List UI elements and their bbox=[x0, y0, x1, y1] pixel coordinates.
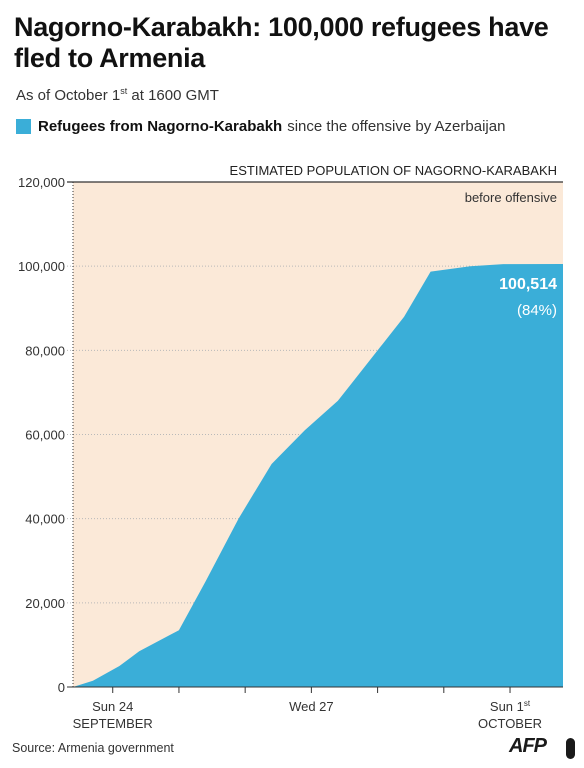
end-percent-label: (84%) bbox=[517, 302, 557, 319]
x-tick-label: Wed 27 bbox=[289, 699, 334, 714]
y-tick-label: 100,000 bbox=[18, 259, 65, 274]
chart-subtitle: As of October 1st at 1600 GMT bbox=[16, 86, 219, 104]
chart-title: Nagorno-Karabakh: 100,000 refugees have … bbox=[14, 12, 549, 73]
y-tick-label: 80,000 bbox=[25, 343, 65, 358]
y-tick-label: 0 bbox=[58, 680, 65, 695]
subtitle-date: As of October 1 bbox=[16, 87, 121, 104]
afp-logo: AFP bbox=[509, 735, 547, 757]
legend-swatch bbox=[16, 119, 31, 134]
end-value-label: 100,514 bbox=[499, 276, 557, 293]
refugees-area bbox=[73, 264, 563, 687]
reference-sublabel: before offensive bbox=[465, 190, 557, 205]
afp-logo-mark bbox=[566, 738, 575, 759]
y-tick-label: 20,000 bbox=[25, 596, 65, 611]
y-tick-label: 120,000 bbox=[18, 175, 65, 190]
subtitle-time: at 1600 GMT bbox=[127, 87, 219, 104]
source-note: Source: Armenia government bbox=[12, 741, 174, 755]
legend-bold-label: Refugees from Nagorno-Karabakh bbox=[38, 118, 283, 135]
y-tick-label: 40,000 bbox=[25, 512, 65, 527]
x-tick-sublabel: SEPTEMBER bbox=[73, 716, 153, 731]
y-tick-label: 60,000 bbox=[25, 428, 65, 443]
subtitle-suffix: st bbox=[120, 86, 128, 96]
legend: Refugees from Nagorno-Karabakh since the… bbox=[16, 118, 505, 135]
x-tick-label: Sun 24 bbox=[92, 699, 133, 714]
x-tick-sublabel: OCTOBER bbox=[478, 716, 542, 731]
x-tick-label: Sun 1st bbox=[490, 699, 531, 714]
legend-label: since the offensive by Azerbaijan bbox=[287, 118, 506, 135]
reference-label: ESTIMATED POPULATION OF NAGORNO-KARABAKH bbox=[230, 163, 557, 178]
